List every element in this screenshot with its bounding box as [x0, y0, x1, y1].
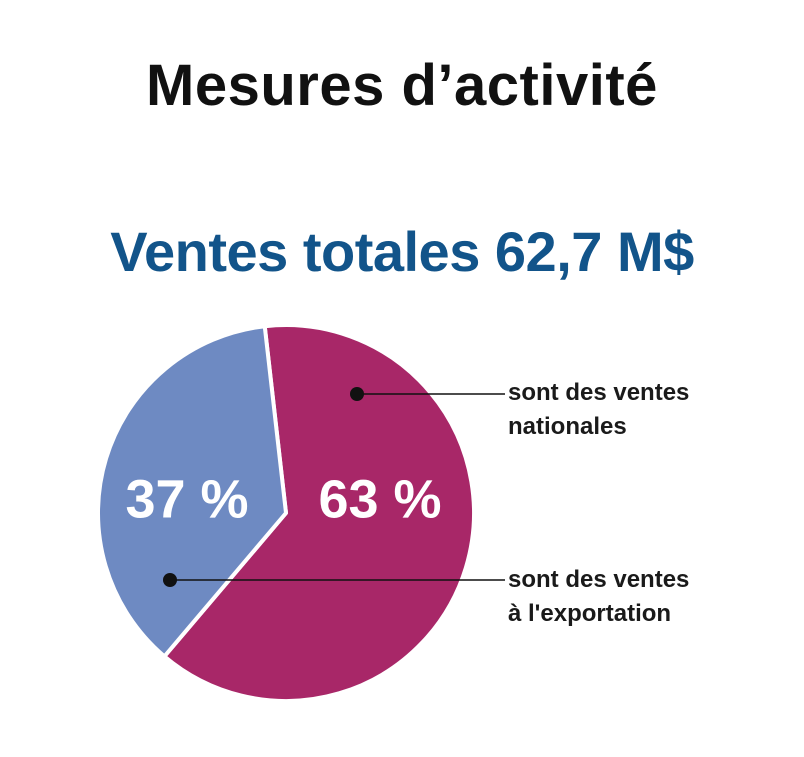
pie-slice-domestic — [162, 323, 476, 703]
callout-export-line-1: sont des ventes — [508, 566, 690, 593]
pie-slices — [96, 323, 476, 703]
chart-title: Mesures d’activité — [146, 53, 658, 118]
callout-leaders — [163, 387, 505, 587]
pie-labels: 63 % 37 % — [125, 469, 441, 529]
pct-label-export: 37 % — [125, 469, 248, 529]
callout-domestic-line-2: nationales — [508, 413, 627, 440]
callout-domestic-dot — [350, 387, 364, 401]
pie-slice-export — [96, 324, 288, 659]
callout-export-line-2: à l'exportation — [508, 600, 672, 627]
callout-export-dot — [163, 573, 177, 587]
callout-domestic-label: sont des ventes nationales — [508, 376, 689, 444]
callout-export-label: sont des ventes à l'exportation — [508, 563, 689, 631]
callout-domestic-line-1: sont des ventes — [508, 379, 690, 406]
pct-label-domestic: 63 % — [318, 469, 441, 529]
total-sales-heading: Ventes totales 62,7 M$ — [110, 220, 694, 283]
